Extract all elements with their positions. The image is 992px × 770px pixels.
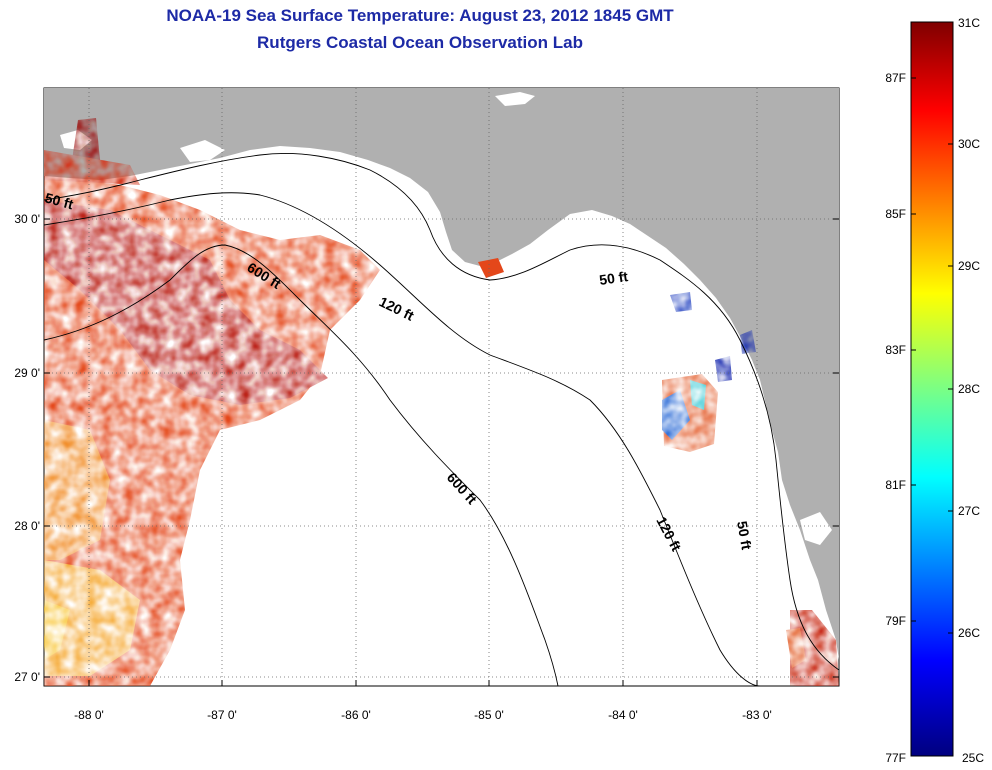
lat-label: 28 0' [14,519,40,533]
colorbar-celsius-label: 28C [958,382,980,396]
contour-label-50ft-bigbend: 50 ft [598,268,629,288]
land-mass [44,88,839,660]
lon-label: -85 0' [474,708,504,722]
colorbar-celsius-label: 30C [958,137,980,151]
colorbar-fahrenheit-label: 87F [885,71,906,85]
contour-label-50ft-south: 50 ft [734,520,755,551]
lat-label: 29 0' [14,366,40,380]
lon-label: -84 0' [608,708,638,722]
map-title: NOAA-19 Sea Surface Temperature: August … [166,6,674,25]
contour-label-50ft-west: 50 ft [43,189,75,212]
lon-label: -86 0' [341,708,371,722]
lon-label: -87 0' [207,708,237,722]
contour-120ft [44,192,761,686]
colorbar-celsius-label: 29C [958,259,980,273]
colorbar-fahrenheit-label: 81F [885,478,906,492]
lon-label: -88 0' [74,708,104,722]
colorbar-celsius-label: 25C [962,751,984,765]
map-gridlines [44,88,839,686]
colorbar-fahrenheit-label: 77F [885,751,906,765]
colorbar-fahrenheit-label: 85F [885,207,906,221]
axis-ticks [44,218,839,686]
lat-label: 27 0' [14,670,40,684]
contour-600ft [44,244,559,686]
map-subtitle: Rutgers Coastal Ocean Observation Lab [257,33,583,52]
contour-50ft-north [44,153,839,671]
colorbar-gradient [910,21,954,757]
lat-label: 30 0' [14,212,40,226]
lon-label: -83 0' [742,708,772,722]
colorbar-fahrenheit-label: 83F [885,343,906,357]
colorbar-celsius-label: 31C [958,16,980,30]
colorbar-fahrenheit-label: 79F [885,614,906,628]
colorbar-celsius-label: 27C [958,504,980,518]
colorbar-celsius-label: 26C [958,626,980,640]
